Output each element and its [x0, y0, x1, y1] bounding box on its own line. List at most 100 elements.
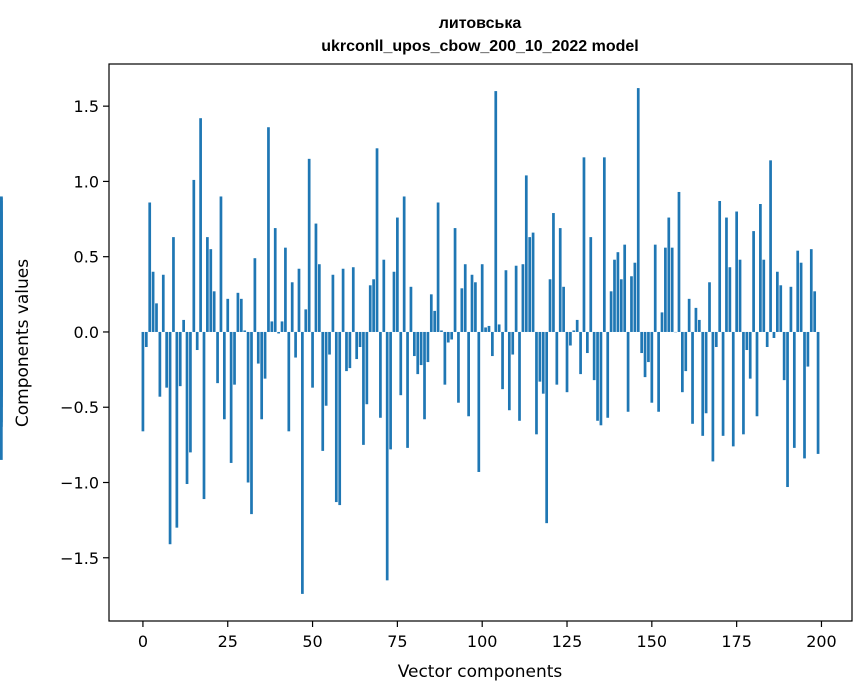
bar-99 — [477, 331, 481, 472]
bar-163 — [694, 307, 698, 332]
bar-4 — [155, 303, 158, 332]
x-axis-label: Vector components — [398, 662, 563, 682]
bar-80 — [412, 331, 416, 357]
bar-116 — [535, 331, 538, 435]
bar-78 — [406, 331, 409, 448]
bar-85 — [429, 294, 433, 332]
bar-155 — [667, 217, 671, 332]
x-tick-label: 75 — [387, 632, 407, 651]
bar-192 — [792, 331, 796, 448]
bar-199 — [816, 331, 820, 454]
bar-66 — [365, 331, 369, 405]
bar-28 — [236, 292, 240, 332]
bar-86 — [433, 310, 437, 332]
bar-49 — [307, 158, 311, 332]
bar-132 — [589, 237, 593, 332]
bar-110 — [514, 265, 518, 332]
bar-159 — [681, 331, 684, 393]
bar-184 — [765, 331, 769, 348]
bar-0 — [141, 331, 145, 432]
bar-123 — [558, 228, 562, 332]
bar-151 — [653, 244, 657, 332]
bar-47 — [301, 331, 304, 594]
bar-182 — [759, 204, 762, 332]
bar-82 — [419, 331, 423, 366]
bar-89 — [443, 331, 447, 385]
bar-145 — [633, 262, 637, 332]
bar-series — [0, 88, 820, 594]
bar-43 — [287, 331, 291, 432]
bar-181 — [755, 331, 759, 417]
bar-2 — [148, 202, 152, 332]
bar-87 — [436, 202, 440, 332]
bar-136 — [602, 157, 606, 332]
bar-6 — [161, 274, 165, 332]
bar-20 — [209, 249, 213, 332]
bar-118 — [541, 331, 545, 394]
bar-105 — [497, 324, 501, 332]
bar-149 — [647, 331, 650, 363]
bar-143 — [626, 331, 630, 412]
bar-98 — [474, 282, 477, 332]
bar-142 — [623, 244, 627, 332]
bar-144 — [630, 276, 633, 332]
bar-166 — [704, 331, 708, 414]
bar-194 — [799, 262, 803, 332]
bar-164 — [697, 319, 701, 332]
bar-147 — [640, 331, 644, 354]
bar-62 — [351, 267, 355, 332]
bar-undefined — [0, 196, 3, 332]
bar-34 — [256, 331, 260, 364]
bar-129 — [579, 331, 582, 375]
bar-108 — [507, 331, 511, 411]
bar-7 — [165, 331, 169, 388]
bar-177 — [742, 331, 745, 435]
bar-64 — [358, 331, 362, 348]
bar-104 — [494, 91, 498, 332]
bar-103 — [491, 331, 494, 357]
bar-73 — [389, 331, 392, 450]
bar-57 — [334, 331, 338, 503]
bar-12 — [182, 319, 185, 332]
bar-77 — [402, 196, 406, 332]
bar-13 — [185, 331, 189, 485]
bar-81 — [416, 331, 420, 375]
bar-107 — [504, 270, 508, 332]
bar-183 — [762, 259, 766, 332]
bar-59 — [341, 268, 345, 332]
x-axis-ticks: 0 25 50 75 100 125 150 175 200 — [138, 621, 837, 651]
x-tick-label: 125 — [552, 632, 583, 651]
x-tick-label: 25 — [218, 632, 238, 651]
bar-124 — [562, 286, 565, 332]
plot-frame — [108, 63, 853, 622]
bar-97 — [470, 274, 474, 332]
bar-8 — [168, 331, 172, 545]
bar-150 — [650, 331, 654, 403]
bar-179 — [748, 331, 752, 379]
bar-58 — [338, 331, 342, 506]
bar-65 — [362, 331, 365, 445]
bar-138 — [609, 291, 613, 332]
bar-134 — [596, 331, 599, 421]
bar-38 — [270, 321, 274, 332]
bar-101 — [484, 327, 487, 332]
bar-39 — [273, 228, 277, 332]
bar-95 — [463, 264, 467, 332]
bar-37 — [267, 127, 270, 332]
bar-10 — [175, 331, 179, 528]
bar-79 — [409, 286, 413, 332]
bar-148 — [643, 331, 647, 378]
bar-31 — [246, 331, 250, 483]
bar-119 — [545, 331, 549, 524]
bar-141 — [619, 279, 623, 332]
bar-3 — [151, 271, 155, 332]
bar-113 — [524, 175, 528, 332]
bar-195 — [803, 331, 806, 459]
bar-197 — [809, 249, 813, 332]
bar-133 — [592, 331, 596, 381]
bar-165 — [701, 331, 705, 436]
bar-68 — [372, 279, 375, 332]
bar-114 — [528, 237, 532, 332]
